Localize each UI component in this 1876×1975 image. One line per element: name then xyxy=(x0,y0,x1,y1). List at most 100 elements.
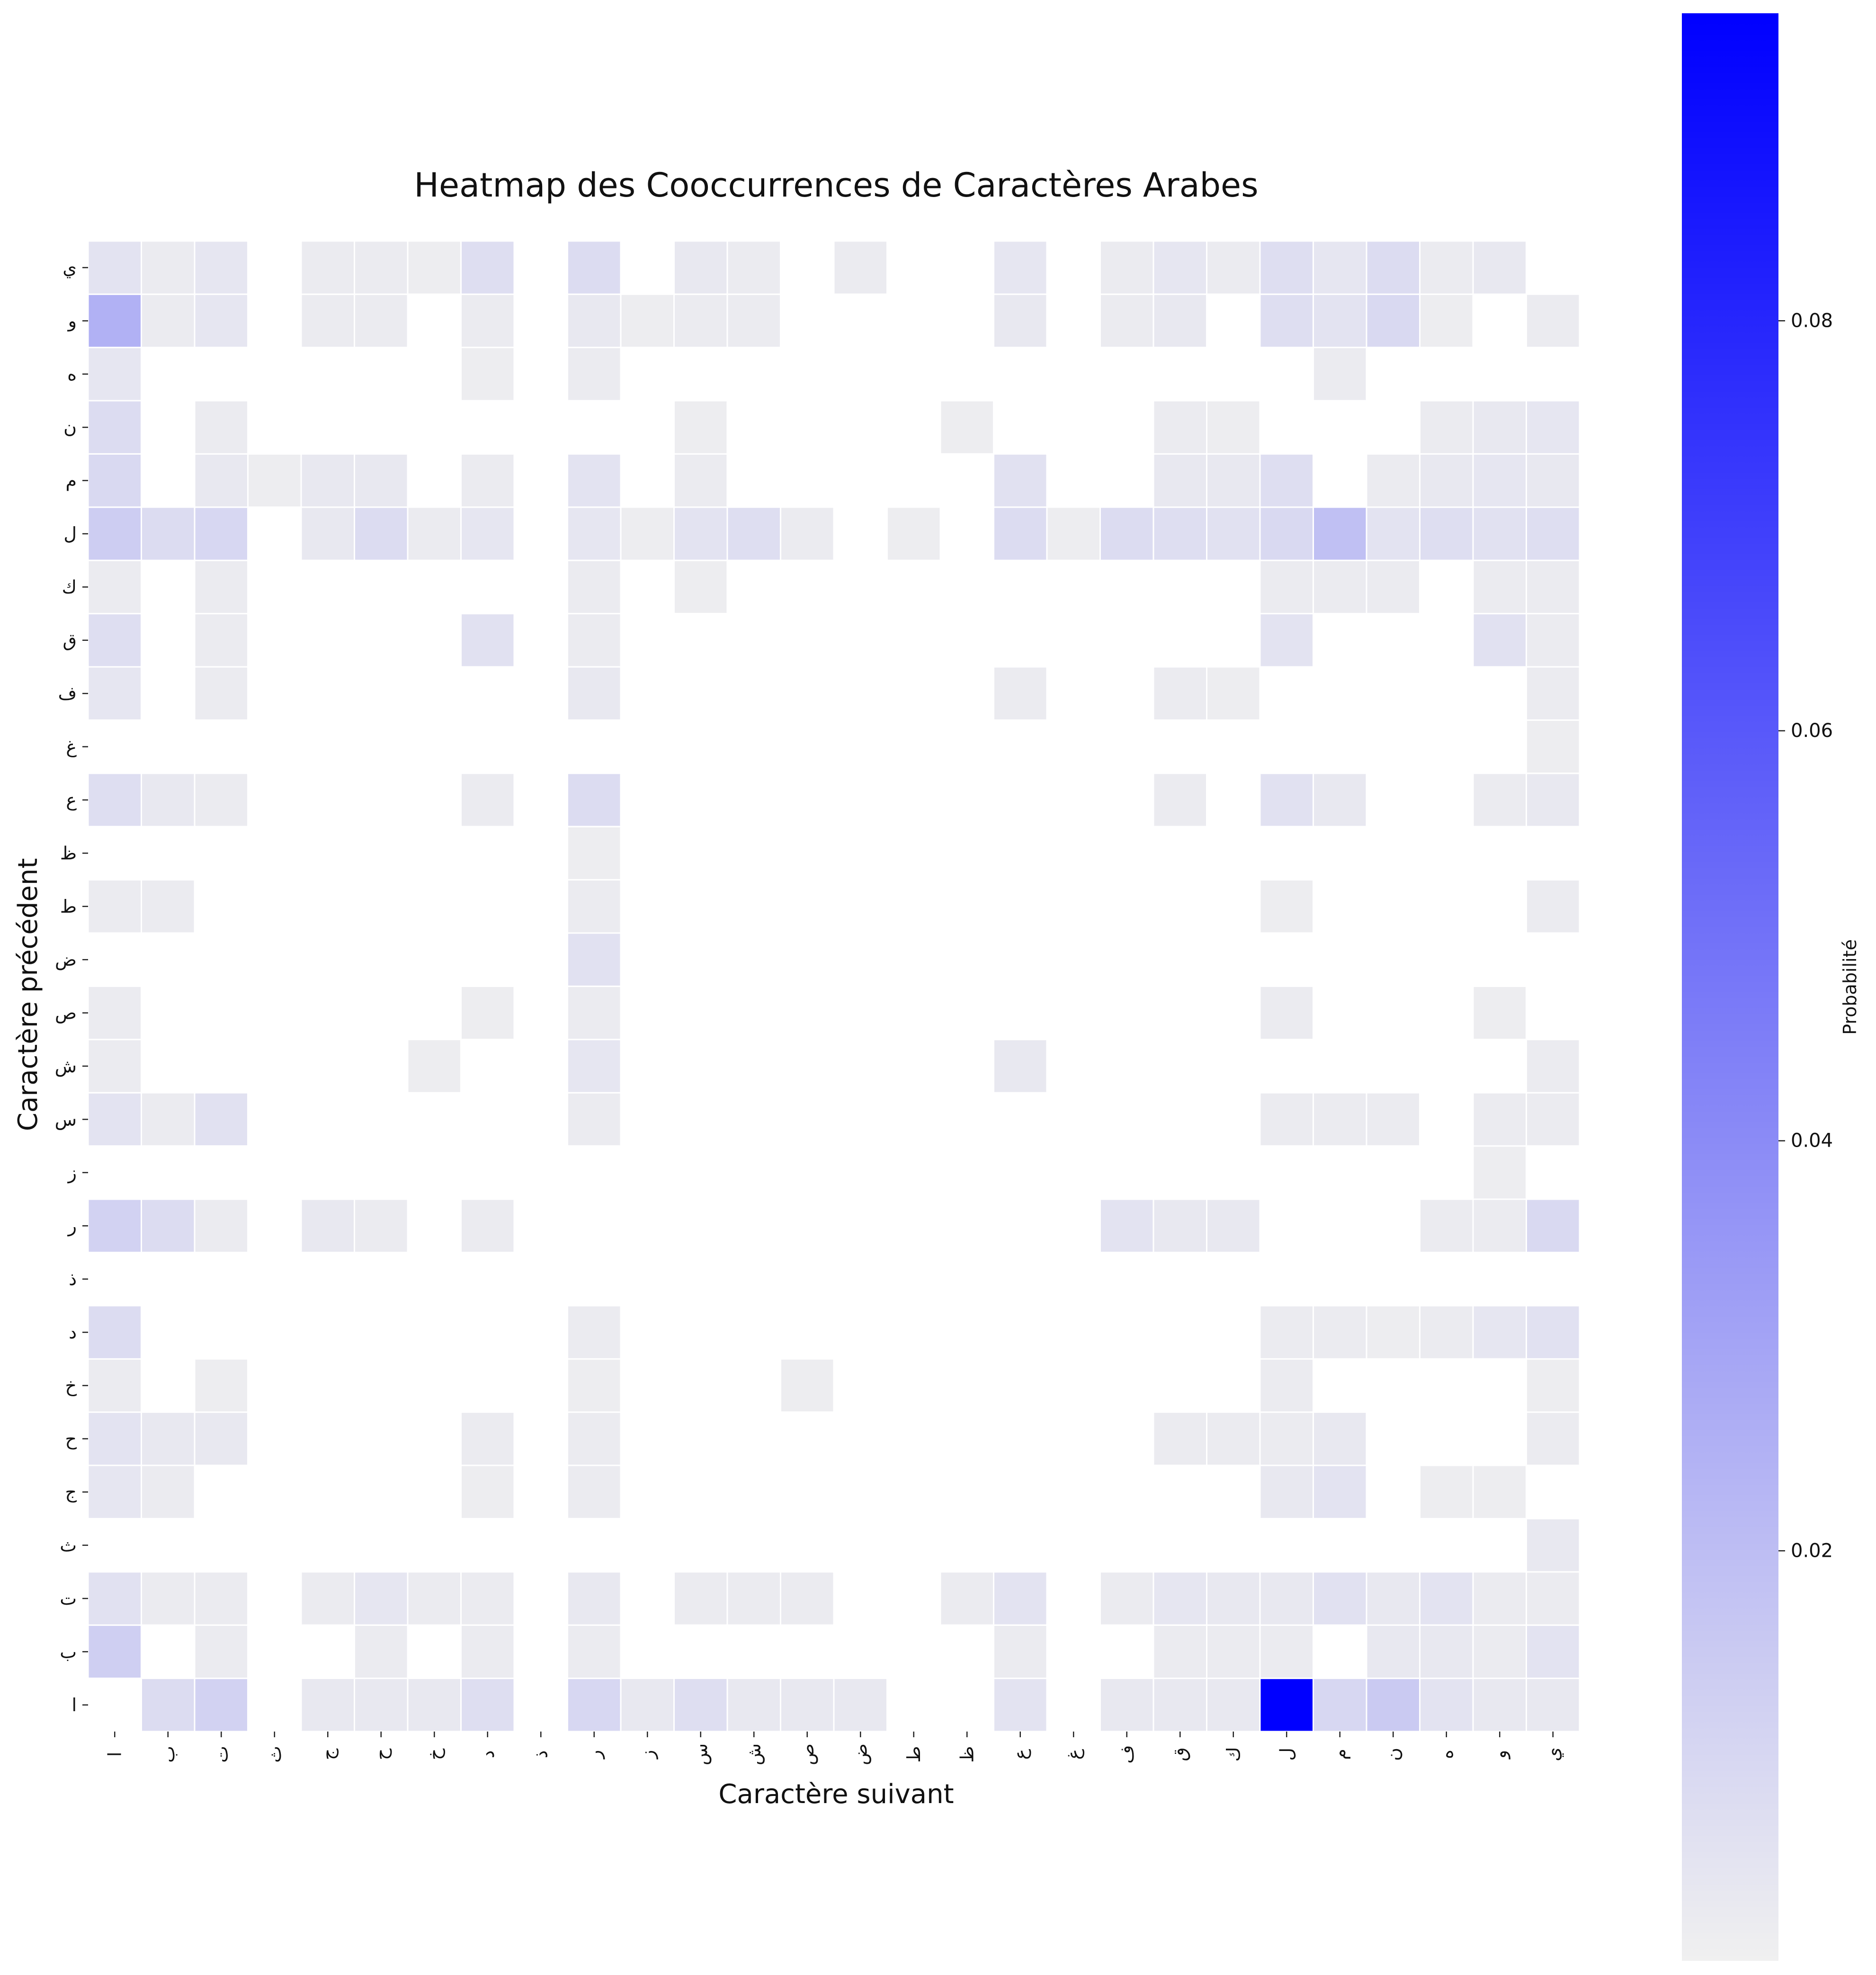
y-tick-label: ب xyxy=(60,1641,77,1662)
heatmap-cell xyxy=(673,453,728,508)
heatmap-cell xyxy=(567,1358,622,1413)
heatmap-cell xyxy=(141,772,196,827)
heatmap-cell xyxy=(87,1198,142,1253)
heatmap-cell xyxy=(1099,293,1154,349)
x-axis-label: Caractère suivant xyxy=(718,1779,954,1810)
heatmap-cell xyxy=(567,613,622,668)
heatmap-cell xyxy=(354,1624,409,1679)
y-tick-label: ث xyxy=(60,1535,77,1556)
heatmap-cell xyxy=(673,293,728,349)
heatmap-cell xyxy=(460,1411,515,1466)
heatmap-cell xyxy=(567,826,622,881)
heatmap-cell xyxy=(567,879,622,934)
heatmap-cell xyxy=(1526,666,1581,721)
heatmap-cell xyxy=(460,240,515,295)
heatmap-cell xyxy=(1259,293,1314,349)
heatmap-cell xyxy=(726,240,781,295)
heatmap-cell xyxy=(1152,453,1207,508)
heatmap-cell xyxy=(833,1678,888,1733)
x-tick-label: ش xyxy=(743,1743,764,1765)
x-tick-label: ز xyxy=(637,1750,658,1760)
x-tick-label: ذ xyxy=(530,1751,551,1759)
heatmap-cell xyxy=(567,506,622,561)
heatmap-cell xyxy=(567,293,622,349)
heatmap-cell xyxy=(87,1358,142,1413)
heatmap-cell xyxy=(87,347,142,402)
heatmap-cell xyxy=(1152,1411,1207,1466)
heatmap-cell xyxy=(460,1678,515,1733)
x-tick-label: ا xyxy=(104,1752,125,1757)
heatmap-cell xyxy=(1472,1145,1527,1200)
y-tick-label: ذ xyxy=(69,1269,77,1290)
x-tick-label: ه xyxy=(1436,1750,1457,1759)
heatmap-cell xyxy=(460,1624,515,1679)
y-tick-label: ش xyxy=(55,1056,77,1077)
heatmap-cell xyxy=(141,1678,196,1733)
heatmap-cell xyxy=(1366,293,1420,349)
heatmap-cell xyxy=(87,613,142,668)
heatmap-cell xyxy=(1526,453,1581,508)
heatmap-cell xyxy=(1313,1464,1367,1519)
heatmap-cell xyxy=(87,1092,142,1147)
heatmap-cell xyxy=(1526,1624,1581,1679)
heatmap-cell xyxy=(673,559,728,615)
heatmap-cell xyxy=(1259,1092,1314,1147)
heatmap-cell xyxy=(1366,1571,1420,1626)
heatmap-cell xyxy=(1206,240,1261,295)
y-tick-label: ز xyxy=(67,1162,77,1183)
y-tick-label: خ xyxy=(65,1375,77,1396)
heatmap-cell xyxy=(194,1198,249,1253)
y-tick-label: ك xyxy=(62,576,77,597)
heatmap-cell xyxy=(567,1464,622,1519)
heatmap-cell xyxy=(780,1358,835,1413)
heatmap-cell xyxy=(1259,453,1314,508)
heatmap-cell xyxy=(1419,506,1474,561)
heatmap-cell xyxy=(194,1678,249,1733)
x-tick-label: ح xyxy=(371,1748,392,1760)
heatmap-cell xyxy=(87,1464,142,1519)
heatmap-cell xyxy=(194,1092,249,1147)
heatmap-cell xyxy=(194,1358,249,1413)
y-axis-ticks: ا ب ت ث ج ح خ د ذ ر ز س ش ص ض ط ظ ع غ ف ق ك ل م ن ه و ي xyxy=(55,257,88,1715)
heatmap-cell xyxy=(993,1571,1048,1626)
heatmap-cell xyxy=(1366,1305,1420,1360)
heatmap-cell xyxy=(87,772,142,827)
heatmap-cell xyxy=(194,772,249,827)
heatmap-cell xyxy=(141,879,196,934)
y-tick-label: ض xyxy=(55,949,77,970)
heatmap-cell xyxy=(1313,1305,1367,1360)
heatmap-cell xyxy=(567,1624,622,1679)
heatmap-cell xyxy=(1366,1678,1420,1733)
heatmap-cell xyxy=(1206,506,1261,561)
heatmap-cell xyxy=(1206,1198,1261,1253)
heatmap-cell xyxy=(194,666,249,721)
x-tick-label: ن xyxy=(1383,1748,1403,1761)
heatmap-cell xyxy=(1313,506,1367,561)
heatmap-cell xyxy=(194,613,249,668)
heatmap-cell xyxy=(1526,293,1581,349)
x-tick-label: ي xyxy=(1543,1747,1563,1761)
heatmap-cell xyxy=(1419,293,1474,349)
y-tick-label: ظ xyxy=(60,843,77,863)
heatmap-cell xyxy=(1366,506,1420,561)
heatmap-cell xyxy=(354,1571,409,1626)
heatmap-cell xyxy=(1472,240,1527,295)
y-tick-label: ه xyxy=(67,364,77,385)
heatmap-cell xyxy=(1259,1624,1314,1679)
heatmap-cell xyxy=(1206,1624,1261,1679)
heatmap-cell xyxy=(1206,400,1261,455)
heatmap-cell xyxy=(1313,347,1367,402)
heatmap-cell xyxy=(1099,1571,1154,1626)
heatmap-cell xyxy=(567,772,622,827)
x-tick-label: ج xyxy=(317,1748,339,1760)
heatmap-cell xyxy=(1313,1411,1367,1466)
heatmap-cell xyxy=(300,293,355,349)
colorbar-tick-label: 0.04 xyxy=(1791,1130,1833,1152)
heatmap-cell xyxy=(1366,453,1420,508)
heatmap-cell xyxy=(1313,772,1367,827)
heatmap-cell xyxy=(1472,506,1527,561)
heatmap-cell xyxy=(567,559,622,615)
y-axis-label: Caractère précédent xyxy=(13,858,44,1131)
y-tick-label: ف xyxy=(58,683,77,704)
